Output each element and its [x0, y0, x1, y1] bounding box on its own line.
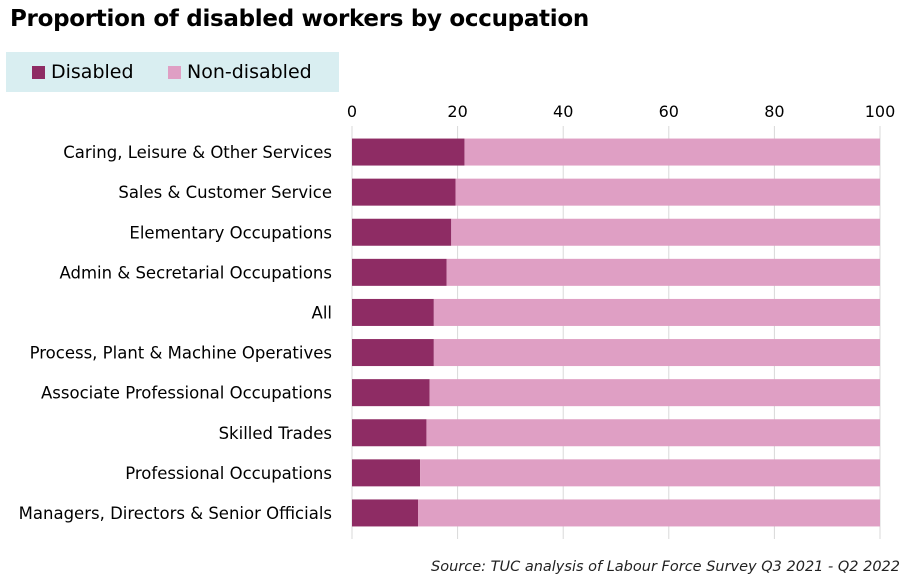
category-label-4: All: [312, 303, 332, 322]
bar-non-disabled-1: [455, 178, 880, 206]
bar-disabled-8: [352, 459, 421, 487]
bar-non-disabled-5: [433, 339, 880, 367]
bar-non-disabled-4: [433, 298, 880, 326]
bar-non-disabled-0: [464, 138, 880, 166]
bar-non-disabled-6: [429, 379, 880, 407]
category-label-6: Associate Professional Occupations: [41, 384, 332, 403]
legend-swatch-disabled: [32, 65, 45, 79]
bar-disabled-0: [352, 138, 465, 166]
legend-item-non-disabled: Non-disabled: [168, 52, 312, 92]
bar-non-disabled-2: [451, 218, 880, 246]
legend-item-disabled: Disabled: [32, 52, 134, 92]
legend: Disabled Non-disabled: [6, 52, 339, 92]
bar-disabled-1: [352, 178, 456, 206]
x-tick-label-80: 80: [764, 102, 784, 121]
bar-disabled-4: [352, 298, 434, 326]
x-tick-label-40: 40: [553, 102, 573, 121]
source-note: Source: TUC analysis of Labour Force Sur…: [431, 559, 900, 575]
legend-label-non-disabled: Non-disabled: [187, 61, 312, 83]
category-label-5: Process, Plant & Machine Operatives: [30, 344, 332, 363]
category-label-9: Managers, Directors & Senior Officials: [19, 504, 332, 523]
bar-disabled-9: [352, 499, 418, 527]
bar-disabled-6: [352, 379, 430, 407]
category-label-3: Admin & Secretarial Occupations: [60, 263, 332, 282]
bar-non-disabled-9: [418, 499, 880, 527]
category-label-0: Caring, Leisure & Other Services: [63, 143, 332, 162]
bar-disabled-2: [352, 218, 452, 246]
bar-disabled-5: [352, 339, 434, 367]
category-label-1: Sales & Customer Service: [118, 183, 332, 202]
chart-title: Proportion of disabled workers by occupa…: [10, 6, 589, 32]
bar-non-disabled-8: [420, 459, 880, 487]
bar-disabled-3: [352, 258, 447, 286]
legend-swatch-non-disabled: [168, 65, 181, 79]
category-label-8: Professional Occupations: [125, 464, 332, 483]
x-tick-label-0: 0: [347, 102, 357, 121]
bar-disabled-7: [352, 419, 427, 447]
bar-non-disabled-3: [446, 258, 880, 286]
x-tick-label-20: 20: [447, 102, 467, 121]
category-label-7: Skilled Trades: [219, 424, 332, 443]
legend-label-disabled: Disabled: [51, 61, 134, 83]
x-tick-label-60: 60: [659, 102, 679, 121]
category-label-2: Elementary Occupations: [129, 223, 332, 242]
x-tick-label-100: 100: [865, 102, 896, 121]
bar-non-disabled-7: [426, 419, 880, 447]
